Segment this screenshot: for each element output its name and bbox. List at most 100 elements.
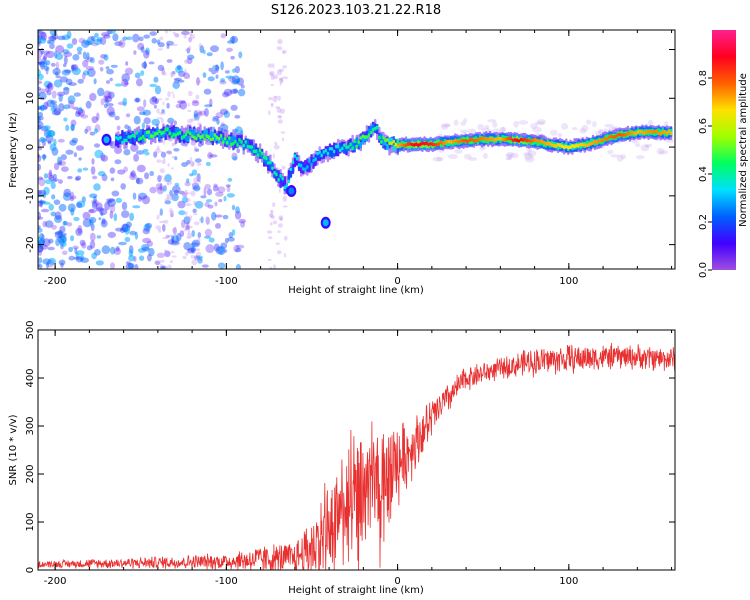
noise-blob [124, 81, 129, 86]
spectrogram-heat-layer [38, 30, 674, 269]
ridge-cell [353, 139, 356, 144]
ridge-cell [205, 134, 208, 138]
noise-blob [167, 151, 173, 155]
noise-blob [166, 102, 170, 109]
noise-blob [491, 128, 501, 134]
noise-blob [196, 173, 201, 182]
noise-blob [63, 117, 68, 122]
noise-blob [273, 95, 279, 98]
noise-blob [136, 164, 146, 173]
ridge-cell [620, 133, 623, 137]
ridge-cell [404, 143, 408, 147]
noise-blob [656, 147, 665, 155]
x-tick-label: -100 [215, 276, 238, 287]
noise-blob [137, 196, 143, 202]
ridge-cell [252, 149, 256, 154]
noise-blob [47, 83, 53, 89]
noise-blob [166, 193, 170, 199]
noise-blob [167, 196, 173, 201]
noise-blob [47, 140, 52, 145]
noise-blob [278, 215, 282, 221]
noise-blob [143, 99, 147, 108]
noise-blob [538, 121, 545, 125]
ridge-cell [129, 137, 132, 144]
noise-blob [164, 249, 167, 253]
ridge-cell [125, 138, 128, 143]
ridge-cell [213, 133, 217, 137]
noise-blob [45, 50, 55, 59]
noise-blob [129, 230, 137, 236]
noise-blob [73, 92, 81, 97]
noise-blob [204, 235, 211, 239]
noise-blob [148, 61, 155, 65]
noise-blob [157, 175, 162, 183]
noise-blob [133, 50, 137, 55]
noise-blob [124, 236, 131, 243]
noise-blob [266, 230, 273, 234]
noise-blob [57, 160, 67, 167]
ridge-cell [386, 144, 389, 151]
noise-blob [38, 80, 43, 85]
ridge-cell [489, 137, 492, 141]
noise-blob [42, 154, 46, 161]
noise-blob [149, 31, 157, 36]
noise-blob [468, 157, 478, 161]
noise-blob [76, 202, 83, 209]
ridge-cell [647, 129, 650, 134]
noise-blob [240, 84, 245, 89]
noise-blob [235, 248, 242, 253]
noise-blob [43, 101, 49, 110]
ridge-cell [480, 137, 484, 141]
noise-blob [87, 36, 95, 45]
noise-blob [176, 64, 182, 71]
noise-blob [530, 123, 538, 129]
ridge-cell [365, 135, 369, 139]
noise-blob [115, 246, 120, 252]
noise-blob [155, 148, 161, 154]
noise-blob [106, 103, 114, 107]
noise-blob [100, 98, 105, 106]
ridge-cell [589, 142, 593, 146]
noise-blob [195, 248, 201, 252]
ridge-cell [476, 138, 480, 143]
noise-blob [225, 75, 234, 79]
noise-blob [172, 226, 177, 236]
noise-blob [173, 77, 182, 82]
noise-blob [157, 48, 164, 51]
noise-blob [103, 103, 108, 109]
noise-blob [268, 97, 273, 101]
noise-blob [67, 203, 76, 212]
noise-blob [585, 119, 592, 125]
ridge-cell [271, 161, 274, 168]
ridge-cell [123, 131, 126, 139]
ridge-cell [532, 138, 535, 142]
ridge-cell [478, 136, 482, 141]
noise-blob [151, 96, 157, 103]
noise-blob [76, 145, 84, 151]
ridge-cell [291, 165, 295, 173]
x-tick-label: 100 [559, 276, 578, 287]
noise-blob [186, 192, 191, 195]
noise-blob [106, 198, 116, 202]
noise-blob [151, 118, 160, 126]
noise-blob [138, 192, 147, 200]
noise-blob [100, 152, 106, 161]
noise-blob [40, 138, 47, 142]
noise-blob [93, 183, 101, 191]
noise-blob [270, 83, 274, 87]
noise-blob [77, 168, 83, 173]
ridge-cell [380, 133, 383, 140]
noise-blob [100, 219, 108, 228]
noise-blob [120, 227, 125, 234]
noise-blob [101, 32, 110, 37]
x-tick-label: 0 [394, 576, 400, 587]
ridge-cell [542, 140, 545, 144]
noise-blob [268, 110, 271, 116]
ridge-cell [610, 134, 613, 139]
noise-blob [45, 60, 51, 66]
ridge-cell [528, 138, 531, 143]
noise-blob [47, 257, 57, 265]
ridge-cell [279, 178, 282, 189]
noise-blob [94, 249, 101, 256]
noise-blob [121, 210, 130, 219]
